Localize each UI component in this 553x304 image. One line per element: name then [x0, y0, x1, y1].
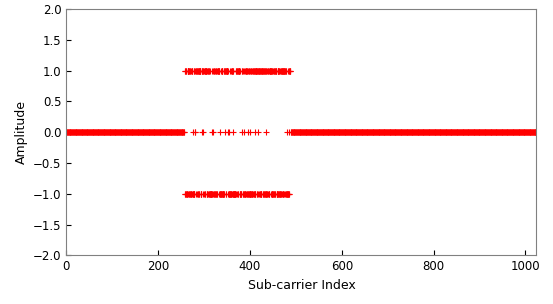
Y-axis label: Amplitude: Amplitude	[14, 100, 28, 164]
X-axis label: Sub-carrier Index: Sub-carrier Index	[248, 279, 355, 292]
